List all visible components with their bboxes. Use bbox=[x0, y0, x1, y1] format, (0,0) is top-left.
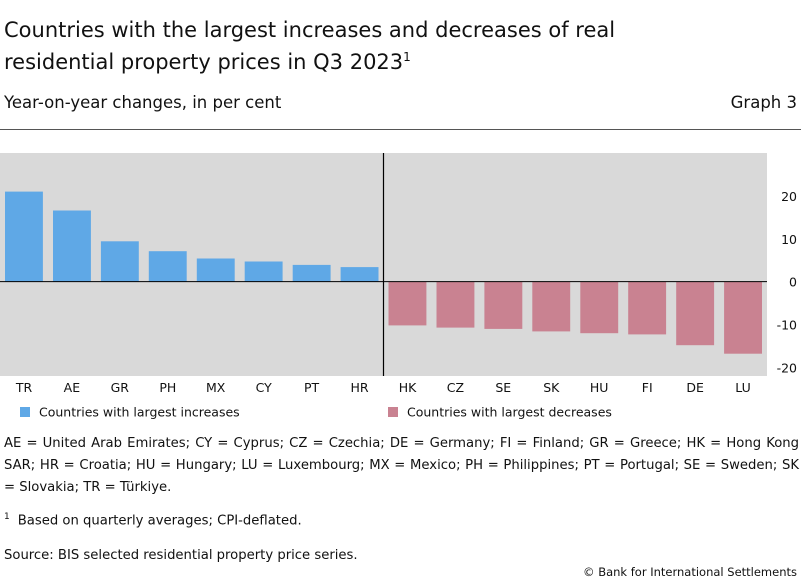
x-tick-label: DE bbox=[686, 380, 704, 395]
source-note: Source: BIS selected residential propert… bbox=[4, 548, 358, 563]
bar-mx bbox=[196, 258, 235, 282]
chart-title-text: Countries with the largest increases and… bbox=[4, 18, 616, 74]
x-tick-label: HK bbox=[399, 380, 417, 395]
bar-cz bbox=[436, 281, 475, 328]
legend-swatch bbox=[20, 407, 30, 417]
x-tick-label: PT bbox=[304, 380, 320, 395]
bar-ph bbox=[148, 251, 187, 282]
x-tick-label: SE bbox=[495, 380, 511, 395]
x-tick-label: GR bbox=[111, 380, 130, 395]
y-tick-label: 0 bbox=[789, 275, 797, 290]
x-tick-label: PH bbox=[159, 380, 176, 395]
bar-fi bbox=[628, 281, 667, 335]
header-divider bbox=[0, 129, 801, 130]
bar-hk bbox=[388, 281, 427, 326]
bar-hr bbox=[340, 267, 379, 282]
bar-se bbox=[484, 281, 523, 329]
x-tick-label: HU bbox=[590, 380, 609, 395]
bar-tr bbox=[5, 191, 43, 282]
x-tick-label: LU bbox=[735, 380, 751, 395]
abbreviation-notes: AE = United Arab Emirates; CY = Cyprus; … bbox=[4, 436, 799, 495]
y-tick-label: 10 bbox=[781, 232, 797, 247]
bar-gr bbox=[100, 241, 139, 282]
copyright-note: © Bank for International Settlements bbox=[583, 565, 797, 579]
y-tick-label: 20 bbox=[781, 189, 797, 204]
footnote: 1 Based on quarterly averages; CPI-deflat… bbox=[4, 512, 302, 528]
bar-ae bbox=[53, 210, 91, 282]
bar-sk bbox=[532, 281, 571, 332]
x-tick-label: CZ bbox=[447, 380, 464, 395]
y-tick-label: -10 bbox=[777, 318, 797, 333]
x-tick-label: SK bbox=[543, 380, 560, 395]
x-tick-label: FI bbox=[642, 380, 653, 395]
x-tick-label: AE bbox=[64, 380, 81, 395]
chart-title: Countries with the largest increases and… bbox=[4, 14, 704, 78]
bar-pt bbox=[292, 264, 331, 282]
legend-swatch bbox=[388, 407, 398, 417]
chart-subtitle: Year-on-year changes, in per cent bbox=[4, 93, 282, 112]
footnote-mark: 1 bbox=[4, 512, 10, 522]
legend-label: Countries with largest decreases bbox=[407, 405, 612, 420]
bar-cy bbox=[244, 261, 283, 282]
footnote-text: Based on quarterly averages; CPI-deflate… bbox=[17, 513, 302, 529]
bar-de bbox=[676, 281, 715, 346]
y-tick-label: -20 bbox=[777, 360, 797, 375]
graph-number: Graph 3 bbox=[730, 93, 797, 112]
x-tick-label: TR bbox=[15, 380, 33, 395]
x-tick-label: CY bbox=[256, 380, 273, 395]
x-tick-label: HR bbox=[350, 380, 368, 395]
bar-chart: 20 10 0 -10 -20 TR AE GR PH MX CY PT HR HK CZ SE SK HU FI D… bbox=[0, 153, 797, 420]
bar-hu bbox=[580, 281, 619, 334]
title-footnote-mark: 1 bbox=[403, 50, 411, 64]
legend-label: Countries with largest increases bbox=[39, 405, 240, 420]
x-tick-label: MX bbox=[206, 380, 226, 395]
bar-lu bbox=[724, 281, 762, 354]
